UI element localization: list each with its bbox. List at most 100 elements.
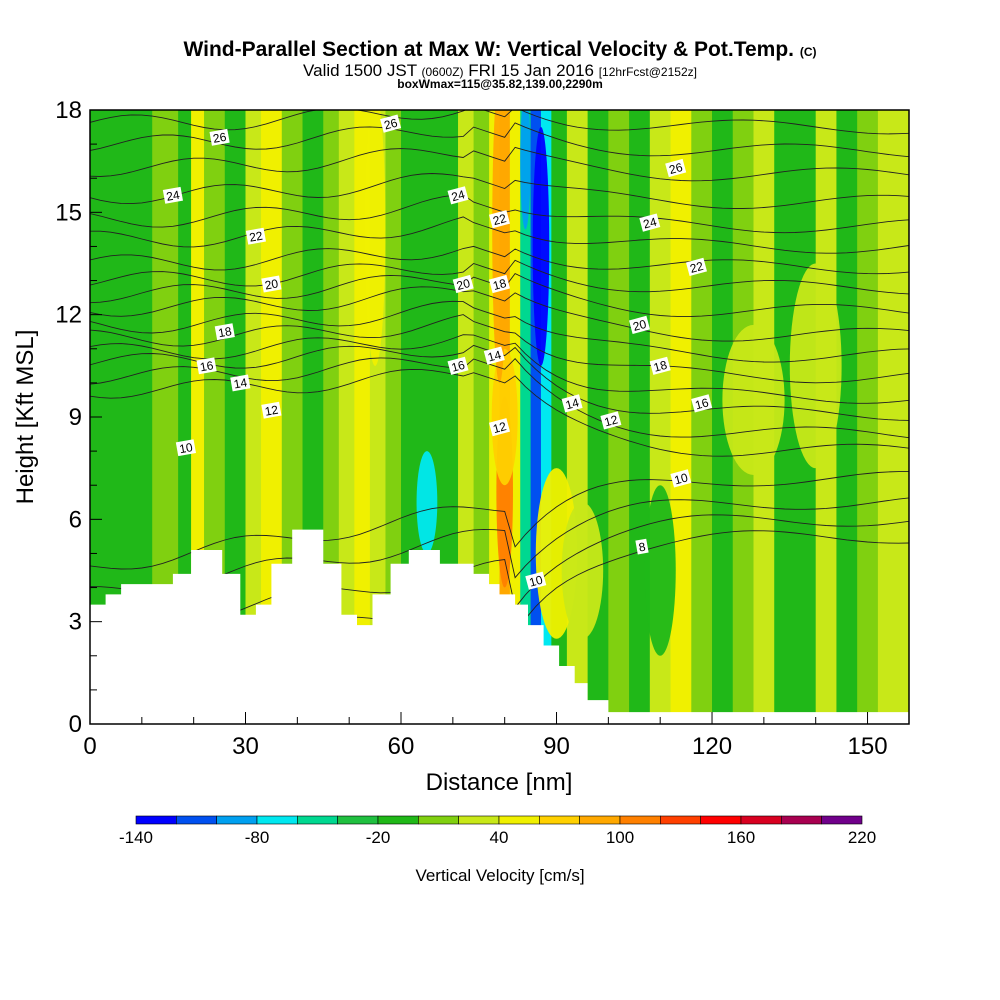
contour-label-box <box>685 257 708 276</box>
theta-contour <box>90 300 909 363</box>
contour-label-box <box>525 571 547 590</box>
y-tick-label: 9 <box>69 404 82 431</box>
contour-label-box <box>245 227 266 245</box>
theta-contour <box>90 245 909 275</box>
contour-label-text: 16 <box>694 395 711 412</box>
contour-label-box <box>561 394 583 413</box>
contour-label-text: 12 <box>491 419 508 436</box>
colorbar-swatch <box>458 815 500 825</box>
contour-label-box <box>600 411 622 430</box>
contour-label-text: 22 <box>491 211 508 228</box>
contour-label-box <box>628 315 651 334</box>
colorbar-label: Vertical Velocity [cm/s] <box>415 866 584 885</box>
contour-label: 10 <box>175 439 196 456</box>
chart-subtitle: Valid 1500 JST (0600Z) FRI 15 Jan 2016 [… <box>0 61 1000 81</box>
theta-contour <box>90 194 909 234</box>
contour-label: 18 <box>214 323 235 341</box>
valid-prefix: Valid 1500 JST <box>303 61 417 80</box>
colorbar-swatch <box>216 815 258 825</box>
colorbar-tick-label: 40 <box>490 828 509 847</box>
contour-label-text: 24 <box>642 215 659 232</box>
contour-label: 20 <box>452 274 474 294</box>
colorbar-tick-label: 220 <box>848 828 876 847</box>
contour-label-text: 24 <box>450 187 467 204</box>
contour-label-box <box>209 128 230 146</box>
w-column <box>224 110 247 724</box>
contour-label-box <box>639 213 661 232</box>
colorbar-tick-label: -140 <box>119 828 153 847</box>
contour-label-text: 8 <box>638 540 647 555</box>
theta-contour <box>90 334 909 404</box>
y-tick-label: 18 <box>55 97 82 124</box>
contour-label-box <box>196 357 217 375</box>
contour-label: 16 <box>691 394 713 413</box>
contour-label-box <box>635 538 649 555</box>
contour-label-box <box>691 394 713 413</box>
contour-label-box <box>447 186 469 205</box>
contour-label-text: 22 <box>248 229 264 245</box>
contour-labels: 8 10 12 14 16 18 20 22 24 26 26 24 22 20 18 16 14 12 10 14 1… <box>162 114 713 590</box>
theta-contour <box>90 122 909 158</box>
theta-contour <box>90 357 909 439</box>
contour-label-text: 18 <box>652 358 669 375</box>
w-cell <box>520 110 531 230</box>
colorbar-swatch <box>176 815 217 825</box>
x-tick-label: 30 <box>232 733 259 760</box>
contour-label-box <box>261 275 282 293</box>
y-tick-label: 15 <box>55 199 82 226</box>
contour-label: 18 <box>488 274 511 294</box>
x-tick-label: 90 <box>543 733 570 760</box>
contour-label-text: 16 <box>450 358 467 375</box>
contour-label-text: 20 <box>264 276 280 292</box>
y-tick-label: 0 <box>69 711 82 738</box>
contour-label: 24 <box>162 186 183 204</box>
contour-label-box <box>488 274 511 294</box>
contour-label-text: 18 <box>217 324 233 340</box>
w-column <box>540 110 552 724</box>
w-column <box>520 110 532 724</box>
colorbar-swatch <box>135 815 177 825</box>
contour-label-text: 14 <box>233 375 249 391</box>
contour-label: 26 <box>380 114 402 133</box>
contour-label-box <box>665 158 687 178</box>
w-column <box>857 110 879 724</box>
colorbar-swatch <box>579 815 621 825</box>
contour-label-box <box>261 401 282 419</box>
contour-label: 24 <box>447 186 469 205</box>
contour-label-text: 24 <box>165 188 181 204</box>
colorbar-swatch <box>539 815 580 825</box>
contour-label-box <box>214 323 235 341</box>
terrain-mask <box>90 529 909 724</box>
contour-label-text: 12 <box>603 412 620 429</box>
y-axis-label: Height [Kft MSL] <box>12 330 39 505</box>
w-column <box>178 110 192 724</box>
contour-label-text: 18 <box>491 276 508 293</box>
contour-label-text: 10 <box>178 440 194 456</box>
colorbar-swatch <box>700 815 742 825</box>
contour-label-box <box>488 210 511 229</box>
terrain <box>90 529 909 724</box>
colorbar-swatch <box>498 815 540 825</box>
contour-label: 14 <box>483 346 505 365</box>
w-cell <box>491 348 518 486</box>
w-cell <box>416 451 438 554</box>
contour-label: 24 <box>639 213 661 232</box>
contour-label: 26 <box>665 158 687 178</box>
w-column <box>836 110 858 724</box>
y-tick-label: 6 <box>69 506 82 533</box>
contour-label: 22 <box>685 257 708 276</box>
w-column <box>338 110 355 724</box>
w-column <box>473 110 490 724</box>
contour-label-text: 26 <box>382 116 399 133</box>
contour-label-text: 26 <box>668 160 685 177</box>
colorbar-swatch <box>418 815 459 825</box>
contour-label: 18 <box>649 356 671 375</box>
copyright-mark: (C) <box>799 45 817 59</box>
contour-label: 12 <box>261 401 282 419</box>
theta-contour <box>90 497 909 593</box>
chart-title: Wind-Parallel Section at Max W: Vertical… <box>0 38 1000 62</box>
contour-label-text: 26 <box>212 130 228 146</box>
w-cell <box>561 502 604 639</box>
colorbar-swatch <box>781 815 822 825</box>
contour-label: 10 <box>670 469 692 488</box>
